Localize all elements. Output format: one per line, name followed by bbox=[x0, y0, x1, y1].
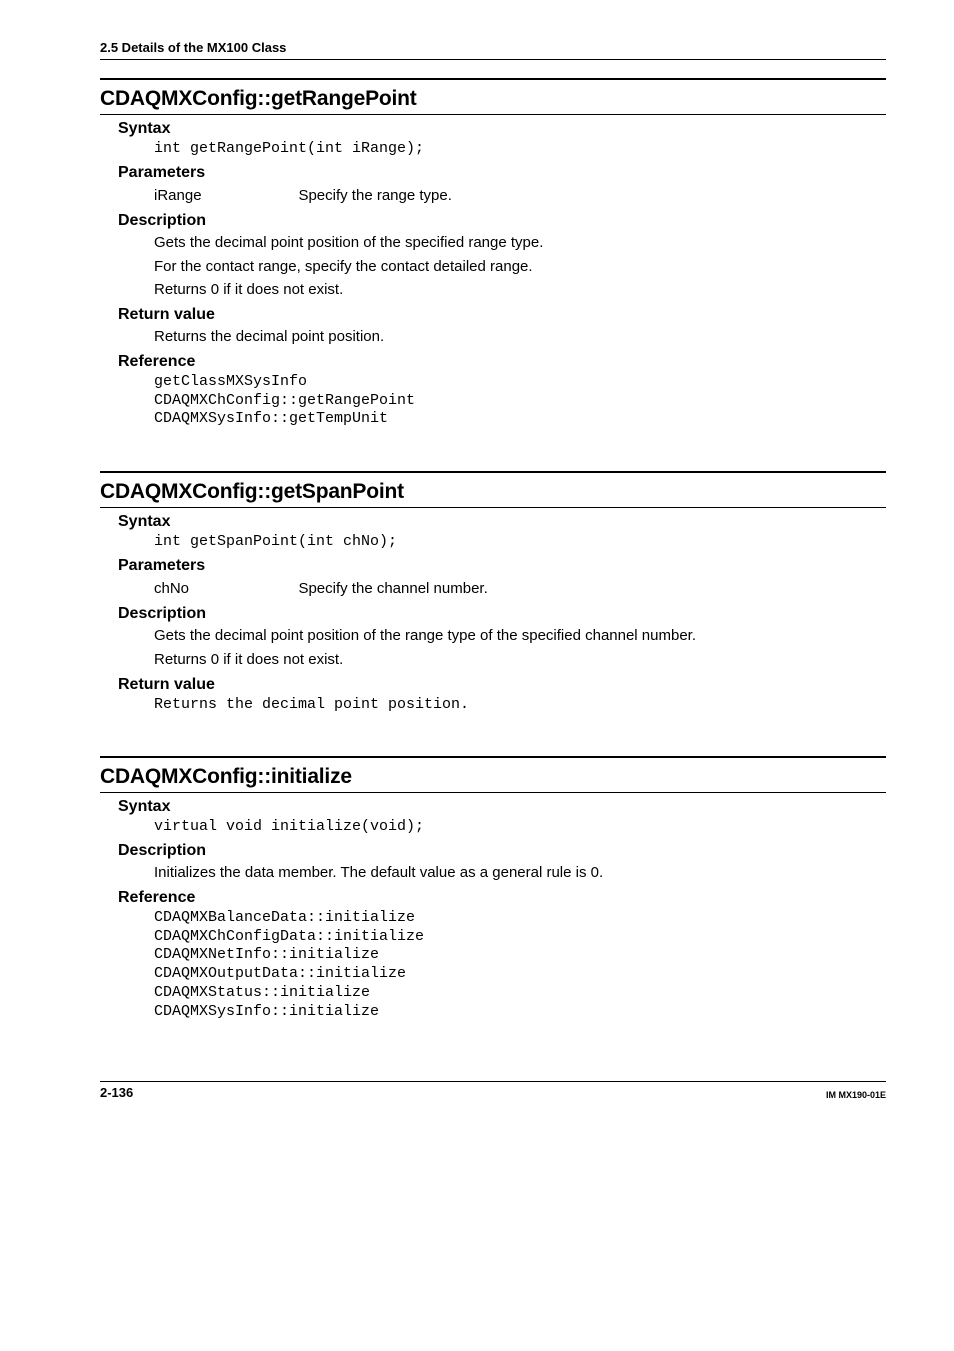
return-text: Returns the decimal point position. bbox=[154, 326, 886, 348]
class-title: CDAQMXConfig::initialize bbox=[100, 762, 886, 789]
spacer bbox=[100, 429, 886, 453]
title-block: CDAQMXConfig::initialize bbox=[100, 762, 886, 793]
reference-code: CDAQMXBalanceData::initialize CDAQMXChCo… bbox=[154, 909, 886, 1022]
param-desc: Specify the range type. bbox=[298, 187, 451, 204]
return-heading: Return value bbox=[118, 676, 886, 694]
description-line: For the contact range, specify the conta… bbox=[154, 256, 886, 278]
param-row: chNo Specify the channel number. bbox=[154, 577, 886, 600]
top-rule bbox=[100, 471, 886, 475]
syntax-code: virtual void initialize(void); bbox=[154, 818, 886, 837]
param-name: iRange bbox=[154, 185, 294, 207]
parameters-heading: Parameters bbox=[118, 164, 886, 182]
spacer bbox=[100, 714, 886, 738]
reference-code: getClassMXSysInfo CDAQMXChConfig::getRan… bbox=[154, 373, 886, 429]
description-heading: Description bbox=[118, 212, 886, 230]
api-entry: CDAQMXConfig::getSpanPoint Syntax int ge… bbox=[100, 471, 886, 714]
return-heading: Return value bbox=[118, 306, 886, 324]
footer-doc-id: IM MX190-01E bbox=[826, 1090, 886, 1100]
param-row: iRange Specify the range type. bbox=[154, 184, 886, 207]
title-block: CDAQMXConfig::getSpanPoint bbox=[100, 477, 886, 508]
api-entry: CDAQMXConfig::initialize Syntax virtual … bbox=[100, 756, 886, 1021]
reference-heading: Reference bbox=[118, 889, 886, 907]
section-header: 2.5 Details of the MX100 Class bbox=[100, 40, 886, 60]
class-title: CDAQMXConfig::getRangePoint bbox=[100, 84, 886, 111]
syntax-heading: Syntax bbox=[118, 798, 886, 816]
description-line: Gets the decimal point position of the s… bbox=[154, 232, 886, 254]
return-code: Returns the decimal point position. bbox=[154, 696, 886, 715]
reference-heading: Reference bbox=[118, 353, 886, 371]
param-name: chNo bbox=[154, 578, 294, 600]
title-block: CDAQMXConfig::getRangePoint bbox=[100, 84, 886, 115]
parameters-heading: Parameters bbox=[118, 557, 886, 575]
class-title: CDAQMXConfig::getSpanPoint bbox=[100, 477, 886, 504]
description-line: Returns 0 if it does not exist. bbox=[154, 649, 886, 671]
description-line: Gets the decimal point position of the r… bbox=[154, 625, 886, 647]
syntax-heading: Syntax bbox=[118, 120, 886, 138]
param-desc: Specify the channel number. bbox=[298, 580, 487, 597]
description-heading: Description bbox=[118, 842, 886, 860]
description-heading: Description bbox=[118, 605, 886, 623]
api-entry: CDAQMXConfig::getRangePoint Syntax int g… bbox=[100, 78, 886, 429]
top-rule bbox=[100, 78, 886, 82]
syntax-code: int getSpanPoint(int chNo); bbox=[154, 533, 886, 552]
syntax-code: int getRangePoint(int iRange); bbox=[154, 140, 886, 159]
syntax-heading: Syntax bbox=[118, 513, 886, 531]
page-footer: 2-136 IM MX190-01E bbox=[100, 1081, 886, 1100]
description-line: Initializes the data member. The default… bbox=[154, 862, 886, 884]
page-container: 2.5 Details of the MX100 Class CDAQMXCon… bbox=[0, 0, 954, 1351]
description-line: Returns 0 if it does not exist. bbox=[154, 279, 886, 301]
top-rule bbox=[100, 756, 886, 760]
footer-page-number: 2-136 bbox=[100, 1085, 133, 1100]
